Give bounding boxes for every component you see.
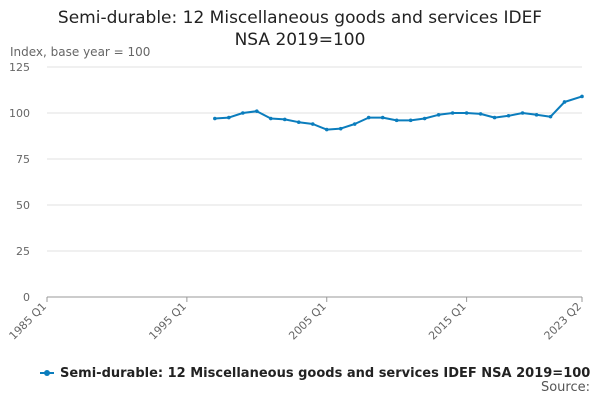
- data-point[interactable]: [548, 114, 553, 119]
- data-point[interactable]: [338, 126, 343, 131]
- data-point[interactable]: [534, 113, 539, 117]
- y-tick-label: 50: [16, 199, 30, 212]
- y-tick-label: 75: [16, 153, 30, 166]
- legend-label: Semi-durable: 12 Miscellaneous goods and…: [60, 365, 591, 381]
- y-tick-label: 125: [9, 61, 30, 74]
- x-tick-label: 1985 Q1: [7, 300, 50, 343]
- legend[interactable]: Semi-durable: 12 Miscellaneous goods and…: [40, 364, 590, 382]
- data-point[interactable]: [520, 111, 525, 115]
- data-point[interactable]: [255, 109, 259, 113]
- data-point[interactable]: [478, 112, 483, 116]
- data-point[interactable]: [506, 113, 511, 118]
- data-point[interactable]: [296, 120, 301, 124]
- chart-title-line-1: Semi-durable: 12 Miscellaneous goods and…: [57, 8, 543, 28]
- data-point[interactable]: [380, 115, 385, 120]
- data-point[interactable]: [408, 118, 413, 123]
- series-layer: [213, 94, 584, 132]
- y-tick-label: 0: [23, 291, 30, 304]
- data-point[interactable]: [436, 113, 441, 117]
- data-point[interactable]: [366, 115, 371, 120]
- legend-swatch-icon: [40, 370, 54, 376]
- data-point[interactable]: [492, 115, 497, 120]
- data-point[interactable]: [394, 118, 399, 123]
- data-point[interactable]: [213, 116, 217, 121]
- grid-lines: [47, 66, 582, 298]
- y-tick-label: 25: [16, 245, 30, 258]
- y-axis-ticks: 0 25 50 75 100 125: [9, 61, 30, 304]
- x-tick-label: 2005 Q1: [286, 300, 329, 343]
- y-axis-label: Index, base year = 100: [10, 45, 151, 59]
- y-tick-label: 100: [9, 107, 30, 120]
- data-point[interactable]: [268, 116, 273, 121]
- data-point[interactable]: [282, 117, 287, 122]
- x-tick-label: 2015 Q1: [426, 300, 469, 343]
- data-point[interactable]: [227, 115, 231, 120]
- data-point[interactable]: [580, 94, 584, 99]
- data-point[interactable]: [464, 111, 469, 115]
- data-point[interactable]: [450, 111, 455, 115]
- data-point[interactable]: [422, 116, 427, 121]
- data-point[interactable]: [310, 122, 315, 126]
- data-point[interactable]: [324, 127, 329, 132]
- x-tick-label: 2023 Q2: [542, 300, 585, 343]
- chart-title-line-2: NSA 2019=100: [234, 30, 366, 50]
- data-point[interactable]: [562, 100, 567, 104]
- source-note: Source:: [540, 380, 590, 395]
- x-axis: 1985 Q1 1995 Q1 2005 Q1 2015 Q1 2023 Q2: [7, 296, 585, 343]
- data-point[interactable]: [352, 122, 357, 126]
- data-point[interactable]: [241, 111, 245, 115]
- x-tick-label: 1995 Q1: [146, 300, 189, 343]
